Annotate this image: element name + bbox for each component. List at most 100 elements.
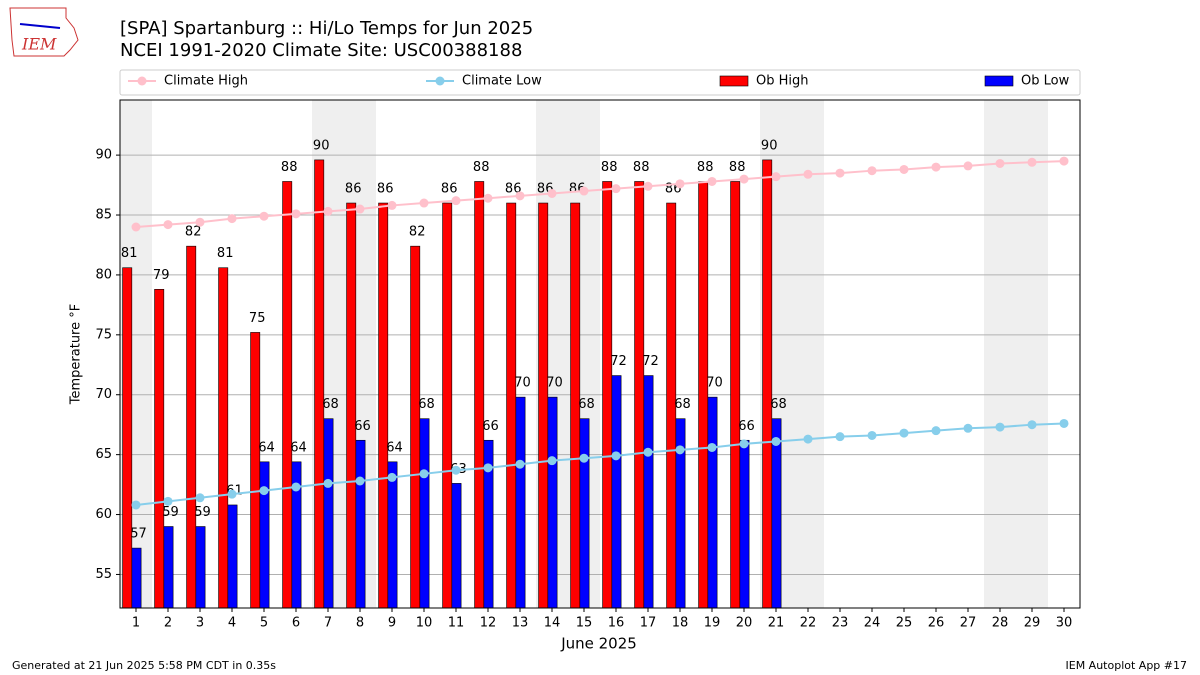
x-tick-label: 13 xyxy=(512,616,529,631)
x-axis-label: June 2025 xyxy=(560,635,637,653)
point xyxy=(995,422,1005,432)
bar xyxy=(387,461,398,608)
point xyxy=(483,463,493,473)
y-tick-label: 60 xyxy=(95,507,112,522)
point xyxy=(163,220,173,230)
bar-label: 59 xyxy=(162,505,179,520)
bar-label: 88 xyxy=(601,160,618,175)
y-tick-label: 80 xyxy=(95,267,112,282)
bar xyxy=(378,202,389,608)
point xyxy=(611,451,621,461)
bar xyxy=(442,202,453,608)
bar xyxy=(675,418,686,608)
bar-label: 90 xyxy=(313,138,330,153)
bar-label: 88 xyxy=(473,160,490,175)
footer-right: IEM Autoplot App #17 xyxy=(1066,659,1188,672)
point xyxy=(1027,157,1037,167)
point xyxy=(195,217,205,227)
point xyxy=(419,469,429,479)
x-tick-label: 20 xyxy=(736,616,753,631)
point xyxy=(387,200,397,210)
x-tick-label: 22 xyxy=(800,616,817,631)
x-tick-label: 16 xyxy=(608,616,625,631)
point xyxy=(579,453,589,463)
bar xyxy=(739,439,750,608)
bar-label: 64 xyxy=(290,440,307,455)
x-tick-label: 25 xyxy=(896,616,913,631)
bar-label: 88 xyxy=(281,160,298,175)
bar xyxy=(698,181,709,608)
x-tick-label: 5 xyxy=(260,616,268,631)
bar xyxy=(474,181,485,608)
bar-label: 81 xyxy=(217,246,234,261)
bar-label: 68 xyxy=(322,397,339,412)
bar xyxy=(282,181,293,608)
point xyxy=(771,436,781,446)
bar-label: 72 xyxy=(642,354,659,369)
y-tick-label: 55 xyxy=(95,567,112,582)
point xyxy=(611,184,621,194)
y-tick-label: 70 xyxy=(95,387,112,402)
point xyxy=(675,179,685,189)
point xyxy=(867,166,877,176)
point xyxy=(547,456,557,466)
bar xyxy=(131,547,142,608)
bar-label: 81 xyxy=(121,246,138,261)
x-tick-label: 1 xyxy=(132,616,140,631)
point xyxy=(771,172,781,182)
point xyxy=(643,447,653,457)
legend xyxy=(119,69,1081,96)
bar-label: 88 xyxy=(697,160,714,175)
x-tick-label: 10 xyxy=(416,616,433,631)
bar xyxy=(707,396,718,608)
point xyxy=(643,181,653,191)
point xyxy=(355,476,365,486)
bar xyxy=(122,267,133,608)
legend-swatch xyxy=(719,75,749,87)
weekend-shade xyxy=(1016,100,1048,608)
bar-label: 72 xyxy=(610,354,627,369)
point xyxy=(355,204,365,214)
point xyxy=(1059,156,1069,166)
point xyxy=(739,174,749,184)
bar xyxy=(506,202,517,608)
point xyxy=(707,442,717,452)
bar-label: 57 xyxy=(130,527,147,542)
x-tick-label: 19 xyxy=(704,616,721,631)
point xyxy=(451,465,461,475)
bar-label: 68 xyxy=(674,397,691,412)
bar xyxy=(634,181,645,608)
legend-label: Climate Low xyxy=(462,74,542,89)
point xyxy=(675,445,685,455)
line xyxy=(135,160,1065,228)
bar xyxy=(218,267,229,608)
logo-outline xyxy=(9,7,79,57)
legend-label: Climate High xyxy=(164,74,248,89)
bar-label: 66 xyxy=(482,419,499,434)
line xyxy=(135,422,1065,506)
point xyxy=(515,191,525,201)
bar xyxy=(643,375,654,608)
point xyxy=(227,489,237,499)
point xyxy=(291,209,301,219)
x-tick-label: 23 xyxy=(832,616,849,631)
x-tick-label: 15 xyxy=(576,616,593,631)
bar xyxy=(419,418,430,608)
point xyxy=(931,162,941,172)
bar xyxy=(227,504,238,608)
point xyxy=(291,482,301,492)
x-tick-label: 7 xyxy=(324,616,332,631)
bar xyxy=(154,289,165,608)
legend-label: Ob High xyxy=(756,74,809,89)
logo-line xyxy=(19,23,61,29)
bar-label: 75 xyxy=(249,311,266,326)
x-tick-label: 4 xyxy=(228,616,236,631)
bar xyxy=(291,461,302,608)
bar xyxy=(355,439,366,608)
bar-label: 70 xyxy=(706,376,723,391)
bar xyxy=(762,159,773,608)
bar-label: 82 xyxy=(185,225,202,240)
point xyxy=(515,459,525,469)
point xyxy=(803,434,813,444)
x-tick-label: 28 xyxy=(992,616,1009,631)
